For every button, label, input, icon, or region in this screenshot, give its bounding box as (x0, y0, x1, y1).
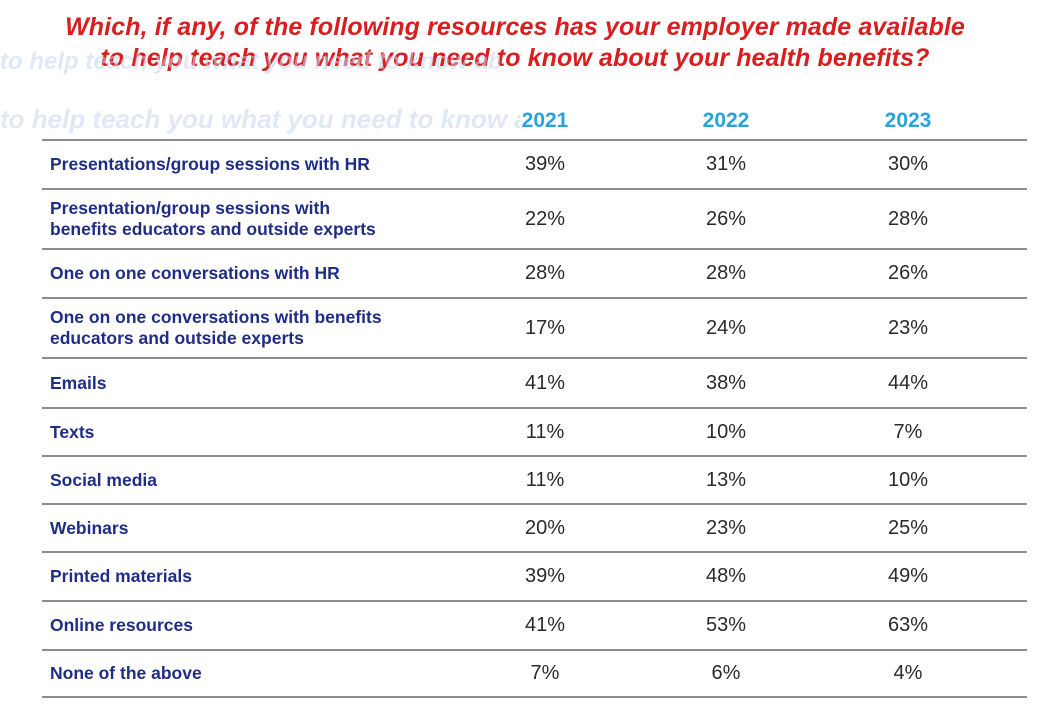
value-cell-2023: 10% (887, 468, 929, 491)
value-cell-2021: 11% (525, 420, 565, 443)
value-cell-2023: 4% (893, 662, 923, 684)
value-cell-2023: 7% (893, 420, 923, 443)
row-label-line: Webinars (50, 517, 129, 538)
row-label-line: Texts (50, 421, 95, 442)
row-label: Texts (50, 409, 470, 455)
value-cell-2021: 28% (524, 262, 566, 284)
ghost-title-artifact-1: to help teach you what you need to know … (0, 48, 500, 75)
value-cell-2021: 22% (524, 207, 566, 230)
row-label: Presentations/group sessions with HR (50, 141, 470, 188)
row-divider (42, 600, 1027, 602)
value-cell-2022: 6% (711, 662, 741, 684)
row-label: Webinars (50, 505, 470, 551)
row-label-line: Presentation/group sessions with (50, 198, 331, 218)
row-label-line: Printed materials (50, 566, 192, 586)
row-divider (42, 649, 1027, 651)
value-cell-2023: 63% (887, 614, 929, 636)
chart-title: Which, if any, of the following resource… (0, 12, 1030, 74)
row-divider (42, 455, 1027, 457)
value-cell-2022: 24% (705, 316, 747, 339)
value-cell-2023: 26% (887, 262, 929, 284)
row-label: Presentation/group sessions with benefits… (50, 190, 470, 248)
row-label-line: One on one conversations with benefits (50, 307, 382, 327)
row-divider (42, 357, 1027, 359)
value-cell-2023: 23% (887, 316, 929, 339)
row-label: Printed materials (50, 553, 470, 600)
row-divider (42, 139, 1027, 141)
value-cell-2021: 41% (524, 371, 566, 394)
ghost-title-artifact-2: to help teach you what you need to know … (0, 104, 520, 134)
column-header-2023: 2023 (884, 109, 932, 132)
value-cell-2021: 7% (530, 662, 560, 684)
value-cell-2021: 41% (524, 614, 566, 636)
column-header-2022: 2022 (702, 109, 750, 132)
value-cell-2022: 53% (705, 614, 747, 636)
value-cell-2022: 23% (705, 516, 747, 539)
row-divider (42, 407, 1027, 409)
row-label-line: educators and outside experts (50, 328, 304, 348)
row-label: One on one conversations with benefits ed… (50, 299, 470, 357)
row-label-line: Social media (50, 469, 157, 490)
row-label: Social media (50, 457, 470, 503)
row-label-line: Presentations/group sessions with HR (50, 154, 370, 174)
value-cell-2021: 17% (524, 316, 566, 339)
row-divider (42, 188, 1027, 190)
column-header-2021: 2021 (521, 109, 569, 132)
value-cell-2023: 44% (887, 371, 929, 394)
value-cell-2023: 49% (887, 565, 929, 587)
row-label: Emails (50, 359, 470, 407)
row-label-line: One on one conversations with HR (50, 263, 340, 283)
value-cell-2022: 26% (705, 207, 747, 230)
row-label: None of the above (50, 651, 470, 696)
row-divider (42, 297, 1027, 299)
value-cell-2022: 28% (705, 262, 747, 284)
value-cell-2023: 30% (887, 153, 929, 175)
row-label-line: None of the above (50, 663, 202, 683)
value-cell-2023: 28% (887, 207, 929, 230)
row-divider (42, 696, 1027, 698)
value-cell-2021: 20% (524, 516, 566, 539)
value-cell-2022: 10% (705, 420, 747, 443)
row-divider (42, 551, 1027, 553)
value-cell-2022: 38% (705, 371, 747, 394)
value-cell-2022: 48% (705, 565, 747, 587)
chart-title-line-1: Which, if any, of the following resource… (65, 13, 965, 41)
row-label-line: benefits educators and outside experts (50, 219, 376, 239)
value-cell-2021: 11% (525, 468, 565, 491)
row-label-line: Emails (50, 372, 107, 393)
row-label: One on one conversations with HR (50, 250, 470, 297)
row-label: Online resources (50, 602, 470, 649)
row-divider (42, 503, 1027, 505)
row-label-line: Online resources (50, 615, 193, 635)
value-cell-2022: 31% (705, 153, 747, 175)
value-cell-2021: 39% (524, 565, 566, 587)
value-cell-2023: 25% (887, 516, 929, 539)
value-cell-2021: 39% (524, 153, 566, 175)
row-divider (42, 248, 1027, 250)
chart-title-line-2: to help teach you what you need to know … (100, 44, 930, 72)
value-cell-2022: 13% (705, 468, 747, 491)
